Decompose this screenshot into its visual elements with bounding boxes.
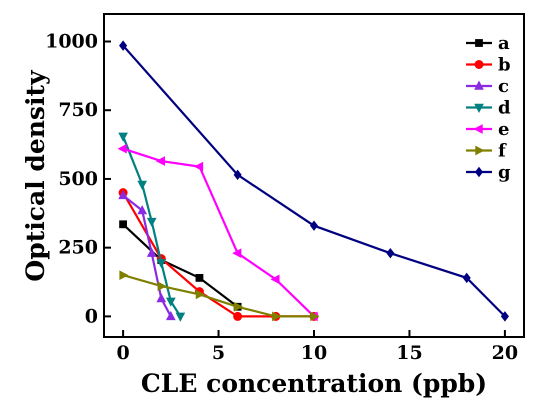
data-point-c — [165, 310, 176, 321]
x-axis-title: CLE concentration (ppb) — [141, 369, 487, 398]
legend-marker — [473, 124, 483, 134]
data-point-c — [146, 247, 157, 257]
x-tick-label: 20 — [492, 342, 518, 364]
legend-label: d — [498, 98, 511, 119]
data-point-g — [500, 311, 509, 322]
data-point-e — [270, 274, 280, 285]
series-g — [119, 40, 509, 322]
series-e — [117, 143, 318, 322]
data-point-e — [193, 161, 204, 172]
legend-label: b — [498, 55, 511, 76]
legend-label: e — [498, 119, 509, 140]
x-tick-label: 0 — [116, 342, 129, 364]
data-point-c — [137, 205, 148, 215]
data-point-e — [117, 143, 127, 154]
legend-label: c — [498, 76, 509, 97]
data-point-f — [119, 270, 129, 280]
data-point-g — [309, 220, 319, 231]
data-point-d — [118, 132, 128, 142]
y-tick-label: 750 — [58, 99, 98, 121]
series-a — [119, 220, 242, 311]
y-tick-label: 250 — [58, 237, 98, 259]
data-point-g — [119, 40, 128, 51]
data-point-f — [310, 311, 320, 322]
data-point-e — [155, 156, 165, 166]
y-tick-label: 0 — [85, 305, 98, 327]
ticks-layer: 0 5 10 15 20 0 250 500 750 1000 — [45, 30, 518, 364]
data-point-c — [156, 293, 167, 303]
x-tick-label: 10 — [301, 342, 327, 364]
series-line-g — [122, 44, 506, 318]
data-point-d — [137, 180, 148, 190]
legend-item-b: b — [466, 55, 511, 76]
legend-label: a — [498, 33, 510, 54]
y-axis-title: Optical density — [21, 69, 50, 282]
data-point-b — [233, 311, 243, 321]
series-line-d — [122, 135, 182, 317]
data-point-g — [386, 247, 395, 259]
legend-item-d: d — [466, 98, 511, 119]
data-point-e — [232, 248, 242, 258]
data-point-c — [118, 189, 128, 200]
legend-marker — [474, 166, 484, 178]
data-point-d — [146, 217, 157, 228]
legend-marker — [474, 60, 484, 69]
y-tick-label: 500 — [58, 168, 98, 190]
series-line-a — [122, 223, 239, 308]
data-point-f — [272, 311, 282, 322]
series-c — [118, 189, 176, 321]
series-f — [119, 270, 320, 322]
legend-marker — [475, 145, 485, 156]
data-point-d — [175, 312, 186, 322]
series-line-e — [122, 147, 315, 318]
series-d — [118, 132, 186, 322]
legend-label: f — [498, 141, 507, 162]
x-tick-label: 15 — [396, 342, 422, 364]
legend-marker — [474, 80, 484, 90]
legend-item-a: a — [466, 33, 510, 54]
y-tick-label: 1000 — [45, 30, 98, 52]
legend-item-g: g — [466, 162, 511, 183]
x-tick-label: 5 — [212, 342, 225, 364]
legend-item-e: e — [466, 119, 509, 140]
legend-item-c: c — [466, 76, 509, 97]
data-point-f — [233, 301, 244, 312]
legend-label: g — [498, 162, 511, 183]
legend-marker — [475, 39, 483, 47]
data-point-g — [233, 169, 242, 181]
data-point-a — [119, 220, 127, 229]
series-line-f — [122, 274, 314, 318]
data-point-d — [156, 259, 167, 269]
series-layer — [117, 40, 509, 322]
data-point-g — [462, 272, 471, 284]
legend-item-f: f — [466, 141, 507, 162]
data-point-a — [195, 273, 204, 282]
legend-marker — [474, 103, 484, 113]
data-point-f — [157, 281, 167, 291]
data-point-f — [195, 289, 205, 300]
data-point-d — [165, 297, 176, 307]
